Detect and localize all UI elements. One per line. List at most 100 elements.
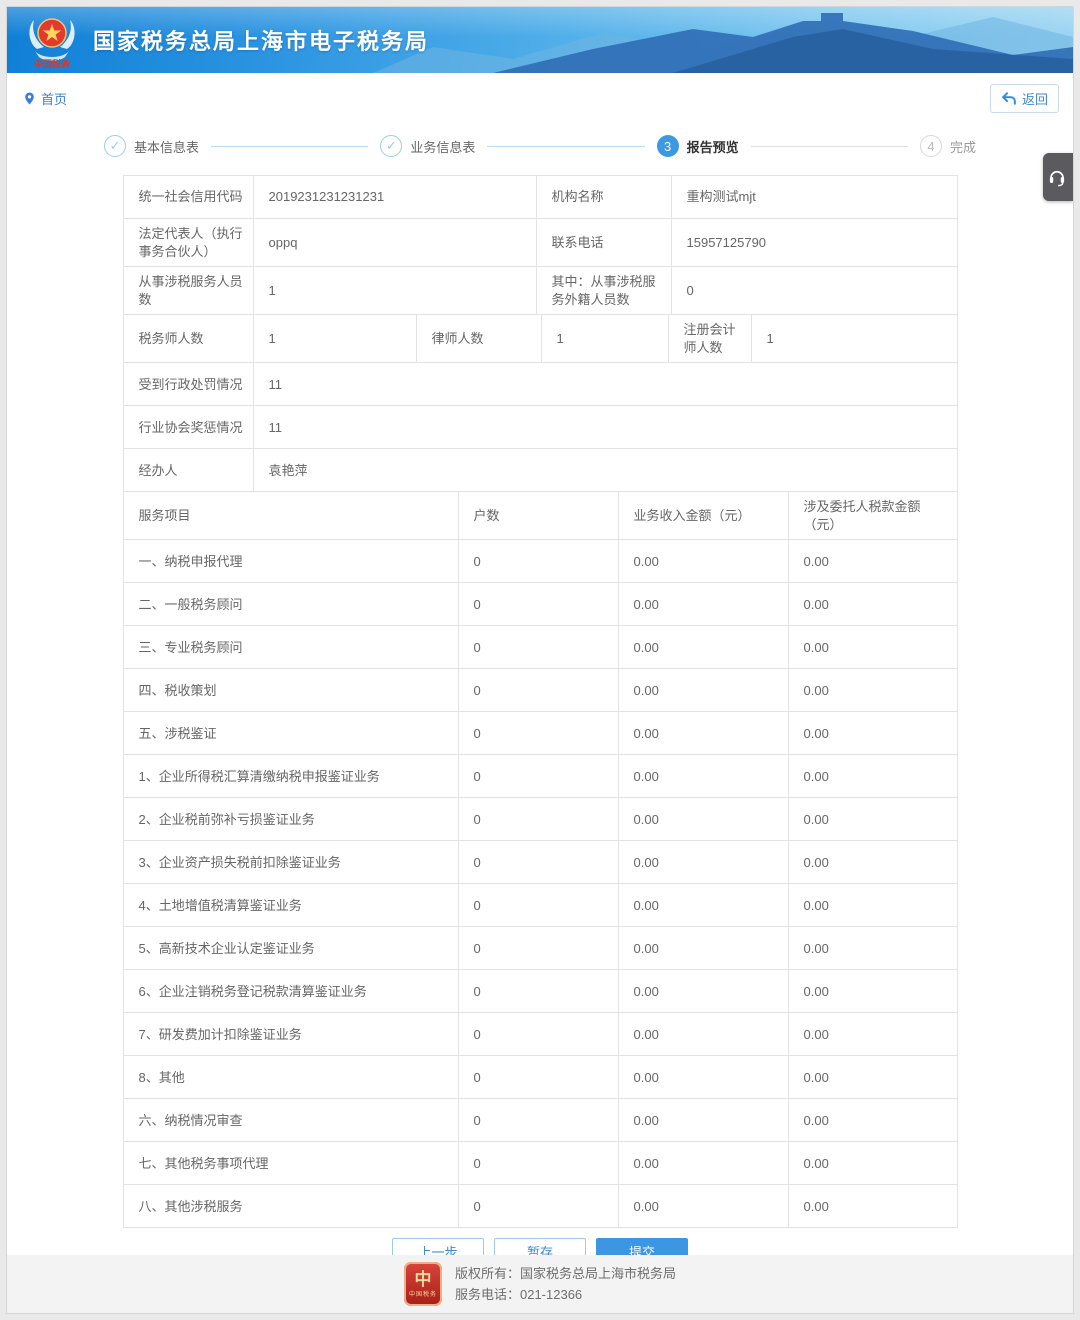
legal-rep-label: 法定代表人（执行事务合伙人） [123, 219, 254, 268]
table-row: 一、纳税申报代理 0 0.00 0.00 [123, 540, 958, 584]
household-count-cell: 0 [458, 798, 619, 842]
foreign-staff-label: 其中：从事涉税服务外籍人员数 [536, 267, 672, 316]
contact-label: 联系电话 [536, 219, 672, 268]
table-row: 1、企业所得税汇算清缴纳税申报鉴证业务 0 0.00 0.00 [123, 755, 958, 799]
location-pin-icon [25, 92, 34, 105]
check-circle-icon: ✓ [380, 135, 403, 157]
service-item-cell: 二、一般税务顾问 [123, 583, 459, 627]
household-count-cell: 0 [458, 884, 619, 928]
table-row: 6、企业注销税务登记税款清算鉴证业务 0 0.00 0.00 [123, 970, 958, 1014]
back-button[interactable]: 返回 [989, 84, 1059, 113]
household-count-cell: 0 [458, 626, 619, 670]
service-item-cell: 6、企业注销税务登记税款清算鉴证业务 [123, 970, 459, 1014]
table-row: 二、一般税务顾问 0 0.00 0.00 [123, 583, 958, 627]
client-tax-cell: 0.00 [788, 712, 958, 756]
client-tax-cell: 0.00 [788, 669, 958, 713]
back-button-label: 返回 [1021, 92, 1048, 107]
table-row: 法定代表人（执行事务合伙人） oppq 联系电话 15957125790 [123, 219, 958, 268]
back-arrow-icon [1002, 92, 1016, 105]
step-label: 业务信息表 [410, 139, 476, 155]
service-item-cell: 四、税收策划 [123, 669, 459, 713]
table-row: 行业协会奖惩情况 11 [123, 406, 958, 450]
service-item-cell: 一、纳税申报代理 [123, 540, 459, 584]
client-tax-cell: 0.00 [788, 1013, 958, 1057]
col-header-client-tax: 涉及委托人税款金额（元） [788, 492, 958, 541]
assoc-value: 11 [253, 406, 958, 450]
income-cell: 0.00 [618, 712, 789, 756]
site-title: 国家税务总局上海市电子税务局 [93, 29, 430, 54]
site-header: 中国税务 国家税务总局上海市电子税务局 [7, 7, 1073, 73]
table-row: 从事涉税服务人员数 1 其中：从事涉税服务外籍人员数 0 [123, 267, 958, 316]
tax-bureau-emblem-logo: 中国税务 [25, 13, 79, 71]
service-item-cell: 7、研发费加计扣除鉴证业务 [123, 1013, 459, 1057]
client-tax-cell: 0.00 [788, 540, 958, 584]
tax-shield-badge-icon: 中 中国税务 [403, 1262, 442, 1306]
staff-count-label: 从事涉税服务人员数 [123, 267, 254, 316]
foreign-staff-value: 0 [671, 267, 958, 316]
badge-glyph: 中 [414, 1269, 432, 1289]
service-item-cell: 三、专业税务顾问 [123, 626, 459, 670]
service-rows-container: 一、纳税申报代理 0 0.00 0.00 二、一般税务顾问 0 0.00 0.0… [123, 540, 958, 1229]
table-header-row: 服务项目 户数 业务收入金额（元） 涉及委托人税款金额（元） [123, 492, 958, 541]
footer-service-phone: 服务电话：021-12366 [454, 1287, 583, 1302]
tax-agent-value: 1 [253, 315, 417, 364]
svg-text:中国税务: 中国税务 [34, 58, 71, 69]
income-cell: 0.00 [618, 1185, 789, 1229]
step-number-icon: 3 [656, 135, 679, 157]
lawyer-value: 1 [541, 315, 669, 364]
table-row: 3、企业资产损失税前扣除鉴证业务 0 0.00 0.00 [123, 841, 958, 885]
client-tax-cell: 0.00 [788, 626, 958, 670]
household-count-cell: 0 [458, 755, 619, 799]
household-count-cell: 0 [458, 970, 619, 1014]
badge-caption: 中国税务 [408, 1291, 437, 1298]
breadcrumb-home[interactable]: 首页 [23, 89, 67, 108]
income-cell: 0.00 [618, 841, 789, 885]
income-cell: 0.00 [618, 927, 789, 971]
household-count-cell: 0 [458, 540, 619, 584]
service-item-cell: 4、土地增值税清算鉴证业务 [123, 884, 459, 928]
staff-count-value: 1 [253, 267, 537, 316]
service-item-cell: 8、其他 [123, 1056, 459, 1100]
household-count-cell: 0 [458, 1142, 619, 1186]
penalty-label: 受到行政处罚情况 [123, 363, 254, 407]
income-cell: 0.00 [618, 798, 789, 842]
service-item-cell: 3、企业资产损失税前扣除鉴证业务 [123, 841, 459, 885]
col-header-income: 业务收入金额（元） [618, 492, 789, 541]
household-count-cell: 0 [458, 1056, 619, 1100]
income-cell: 0.00 [618, 626, 789, 670]
customer-service-button[interactable] [1043, 153, 1073, 201]
table-row: 统一社会信用代码 2019231231231231 机构名称 重构测试mjt [123, 176, 958, 219]
income-cell: 0.00 [618, 540, 789, 584]
cpa-label: 注册会计师人数 [668, 315, 752, 364]
table-row: 8、其他 0 0.00 0.00 [123, 1056, 958, 1100]
client-tax-cell: 0.00 [788, 798, 958, 842]
operator-label: 经办人 [123, 449, 254, 493]
step-label: 报告预览 [686, 139, 739, 155]
table-row: 五、涉税鉴证 0 0.00 0.00 [123, 712, 958, 756]
step-connector [211, 145, 369, 147]
check-circle-icon: ✓ [104, 135, 126, 157]
table-row: 三、专业税务顾问 0 0.00 0.00 [123, 626, 958, 670]
table-row: 四、税收策划 0 0.00 0.00 [123, 669, 958, 713]
client-tax-cell: 0.00 [788, 1099, 958, 1143]
penalty-value: 11 [253, 363, 958, 407]
footer-copyright: 版权所有：国家税务总局上海市税务局 [454, 1266, 676, 1281]
client-tax-cell: 0.00 [788, 1185, 958, 1229]
step-number-icon: 4 [919, 135, 942, 157]
household-count-cell: 0 [458, 1099, 619, 1143]
household-count-cell: 0 [458, 583, 619, 627]
legal-rep-value: oppq [253, 219, 537, 268]
service-item-cell: 五、涉税鉴证 [123, 712, 459, 756]
table-row: 4、土地增值税清算鉴证业务 0 0.00 0.00 [123, 884, 958, 928]
table-row: 5、高新技术企业认定鉴证业务 0 0.00 0.00 [123, 927, 958, 971]
app-window: 中国税务 国家税务总局上海市电子税务局 首页 返回 [6, 6, 1074, 1314]
step-basic-info: ✓ 基本信息表 [104, 135, 199, 157]
income-cell: 0.00 [618, 583, 789, 627]
great-wall-mountains-art [373, 13, 1073, 73]
client-tax-cell: 0.00 [788, 970, 958, 1014]
service-item-cell: 七、其他税务事项代理 [123, 1142, 459, 1186]
org-name-value: 重构测试mjt [671, 176, 958, 219]
col-header-household-count: 户数 [458, 492, 619, 541]
client-tax-cell: 0.00 [788, 884, 958, 928]
client-tax-cell: 0.00 [788, 927, 958, 971]
